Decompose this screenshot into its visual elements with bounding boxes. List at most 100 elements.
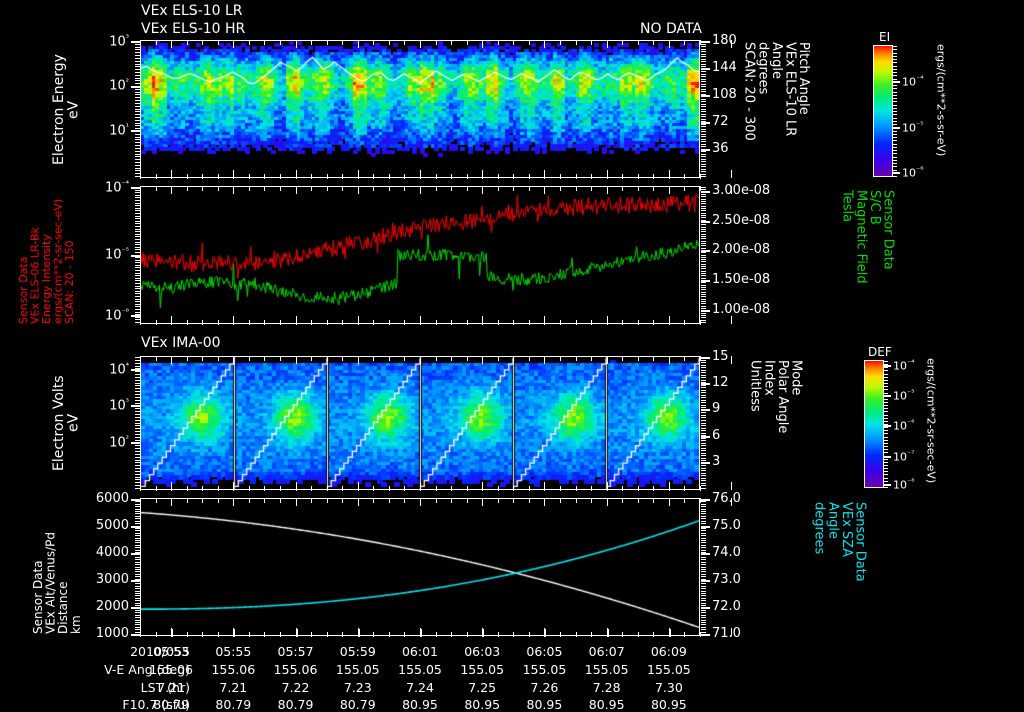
- panel4-plot[interactable]: [140, 498, 700, 636]
- panel-x-minor-tick: [311, 186, 312, 191]
- axis-tick-label: 1.50e-08: [712, 272, 771, 288]
- axis-minor-tick: [135, 272, 140, 274]
- colorbar-minor-tick: [884, 477, 888, 479]
- axis-major-tick: [131, 634, 140, 636]
- axis-minor-tick: [701, 294, 706, 296]
- bottom-table-cell: 06:03: [464, 644, 501, 659]
- panel-x-minor-tick: [327, 40, 328, 45]
- panel-x-major-tick: [171, 356, 172, 364]
- axis-minor-tick: [701, 187, 706, 188]
- panel-x-major-tick: [420, 482, 421, 490]
- bottom-table-cell: 155.06: [273, 662, 318, 677]
- colorbar-minor-tick: [893, 78, 897, 80]
- time-axis-tick: [171, 629, 173, 637]
- axis-minor-tick: [135, 382, 140, 384]
- axis-minor-tick: [701, 156, 706, 157]
- axis-minor-tick: [135, 249, 140, 251]
- axis-minor-tick: [701, 475, 706, 477]
- panel-x-major-tick: [420, 186, 421, 194]
- axis-minor-tick: [701, 207, 706, 209]
- panel-x-major-tick: [358, 40, 359, 48]
- bottom-table-cell: 80.95: [650, 697, 687, 712]
- axis-tick-label: 6: [712, 427, 721, 443]
- axis-minor-tick: [701, 523, 706, 525]
- axis-tick-label: 3: [712, 453, 721, 469]
- axis-major-tick: [701, 607, 710, 609]
- bottom-table-cell: 7.28: [592, 680, 621, 695]
- axis-minor-tick: [135, 453, 140, 455]
- panel2-left-axis-label: Sensor Data VEx ELS-06 LR-Bk Energy Inte…: [17, 198, 77, 324]
- axis-minor-tick: [701, 166, 706, 167]
- axis-minor-tick: [701, 503, 706, 505]
- axis-minor-tick: [135, 236, 140, 238]
- colorbar-minor-tick: [893, 127, 897, 129]
- panel-x-minor-tick: [389, 320, 390, 325]
- panel-x-minor-tick: [513, 186, 514, 191]
- colorbar-minor-tick: [884, 370, 888, 372]
- panel-x-minor-tick: [591, 174, 592, 179]
- axis-major-tick: [131, 607, 140, 609]
- colorbar-tick-label: 10⁻⁷: [893, 448, 915, 464]
- panel-x-major-tick: [731, 356, 732, 364]
- panel-x-minor-tick: [311, 40, 312, 45]
- axis-minor-tick: [135, 600, 140, 602]
- axis-minor-tick: [701, 247, 706, 249]
- panel2-plot[interactable]: [140, 186, 700, 324]
- bottom-table-cell: 7.21: [219, 680, 248, 695]
- panel-x-minor-tick: [513, 486, 514, 491]
- axis-minor-tick: [701, 397, 706, 399]
- colorbar-minor-tick: [893, 72, 897, 73]
- panel-x-minor-tick: [342, 186, 343, 191]
- axis-minor-tick: [701, 624, 706, 626]
- axis-major-tick: [701, 149, 710, 151]
- panel-x-minor-tick: [700, 498, 701, 503]
- panel-x-minor-tick: [404, 498, 405, 503]
- axis-minor-tick: [701, 467, 706, 469]
- axis-minor-tick: [701, 217, 706, 219]
- axis-minor-tick: [135, 388, 140, 390]
- panel-x-minor-tick: [498, 632, 499, 637]
- colorbar-minor-tick: [884, 420, 888, 422]
- axis-minor-tick: [135, 518, 140, 520]
- axis-minor-tick: [701, 617, 706, 619]
- panel-x-major-tick: [171, 186, 172, 194]
- axis-minor-tick: [701, 173, 706, 175]
- panel3-plot[interactable]: [140, 356, 700, 490]
- axis-minor-tick: [135, 270, 140, 272]
- axis-minor-tick: [135, 468, 140, 470]
- panel-x-major-tick: [358, 482, 359, 490]
- axis-minor-tick: [701, 238, 706, 240]
- panel-x-minor-tick: [218, 174, 219, 179]
- panel-x-major-tick: [669, 498, 670, 506]
- colorbar-tick-label: 10⁻⁵: [893, 388, 915, 403]
- axis-minor-tick: [135, 357, 140, 358]
- panel-x-minor-tick: [140, 632, 141, 637]
- axis-minor-tick: [135, 259, 140, 261]
- bottom-table-row-label: V-E Ang (deg): [104, 662, 190, 677]
- axis-minor-tick: [135, 552, 140, 554]
- colorbar-tick-label: 10⁻⁶: [902, 165, 924, 180]
- axis-minor-tick: [701, 176, 706, 177]
- panel-x-major-tick: [233, 498, 234, 506]
- axis-minor-tick: [701, 455, 706, 457]
- panel1-plot[interactable]: [140, 40, 700, 178]
- axis-minor-tick: [135, 445, 140, 447]
- panel-x-minor-tick: [576, 320, 577, 325]
- axis-tick-label: 10⁻⁶: [105, 307, 129, 324]
- axis-minor-tick: [701, 389, 706, 391]
- axis-minor-tick: [701, 583, 706, 585]
- axis-minor-tick: [701, 485, 706, 487]
- panel-x-minor-tick: [280, 498, 281, 503]
- colorbar-minor-tick: [893, 65, 897, 67]
- panel-x-minor-tick: [342, 356, 343, 361]
- axis-minor-tick: [135, 359, 140, 361]
- axis-minor-tick: [701, 605, 706, 607]
- panel-x-minor-tick: [700, 320, 701, 325]
- axis-minor-tick: [135, 391, 140, 393]
- axis-minor-tick: [701, 626, 706, 628]
- axis-minor-tick: [135, 257, 140, 259]
- axis-minor-tick: [135, 207, 140, 209]
- axis-minor-tick: [135, 532, 140, 534]
- axis-minor-tick: [701, 43, 706, 45]
- colorbar-minor-tick: [893, 153, 897, 155]
